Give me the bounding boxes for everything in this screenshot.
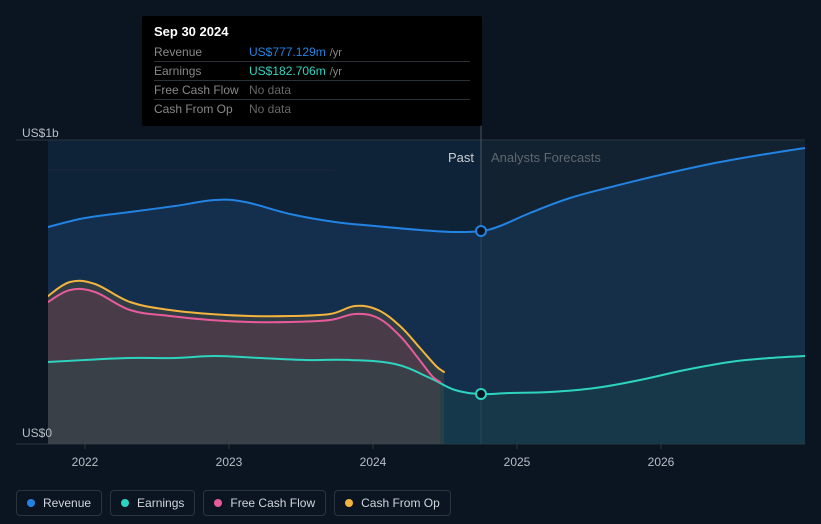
tooltip-title: Sep 30 2024 (154, 24, 470, 39)
legend-item-label: Cash From Op (361, 496, 440, 510)
legend-item-label: Free Cash Flow (230, 496, 315, 510)
legend-item-cash_from_op[interactable]: Cash From Op (334, 490, 451, 516)
tooltip-row-nodata: No data (249, 83, 291, 97)
x-axis-label: 2023 (216, 455, 243, 469)
legend-item-label: Revenue (43, 496, 91, 510)
legend-item-label: Earnings (137, 496, 184, 510)
x-axis-label: 2022 (72, 455, 99, 469)
tooltip-row: EarningsUS$182.706m/yr (154, 61, 470, 80)
financials-chart: Sep 30 2024 RevenueUS$777.129m/yrEarning… (0, 0, 821, 524)
legend-dot-icon (121, 499, 129, 507)
tooltip-row-value: US$182.706m (249, 64, 326, 78)
tooltip-row-label: Revenue (154, 45, 249, 59)
tooltip-row-label: Cash From Op (154, 102, 249, 116)
legend-dot-icon (345, 499, 353, 507)
chart-legend: Revenue Earnings Free Cash Flow Cash From O… (16, 490, 451, 516)
tooltip-row-label: Free Cash Flow (154, 83, 249, 97)
tooltip-row: Free Cash FlowNo data (154, 80, 470, 99)
tooltip-row: RevenueUS$777.129m/yr (154, 43, 470, 61)
chart-tooltip: Sep 30 2024 RevenueUS$777.129m/yrEarning… (142, 16, 482, 126)
legend-item-revenue[interactable]: Revenue (16, 490, 102, 516)
y-axis-label: US$0 (22, 426, 52, 440)
past_region-label: Past (448, 150, 474, 165)
x-axis-label: 2026 (648, 455, 675, 469)
legend-dot-icon (27, 499, 35, 507)
legend-item-earnings[interactable]: Earnings (110, 490, 195, 516)
tooltip-rows: RevenueUS$777.129m/yrEarningsUS$182.706m… (154, 43, 470, 118)
tooltip-row-label: Earnings (154, 64, 249, 78)
y-axis-label: US$1b (22, 126, 59, 140)
x-axis-label: 2025 (504, 455, 531, 469)
x-axis-label: 2024 (360, 455, 387, 469)
tooltip-row-nodata: No data (249, 102, 291, 116)
tooltip-row-value: US$777.129m (249, 45, 326, 59)
tooltip-row-unit: /yr (330, 66, 342, 78)
forecast_region-label: Analysts Forecasts (491, 150, 601, 165)
tooltip-row: Cash From OpNo data (154, 99, 470, 118)
legend-item-free_cash_flow[interactable]: Free Cash Flow (203, 490, 326, 516)
tooltip-row-unit: /yr (330, 47, 342, 59)
legend-dot-icon (214, 499, 222, 507)
